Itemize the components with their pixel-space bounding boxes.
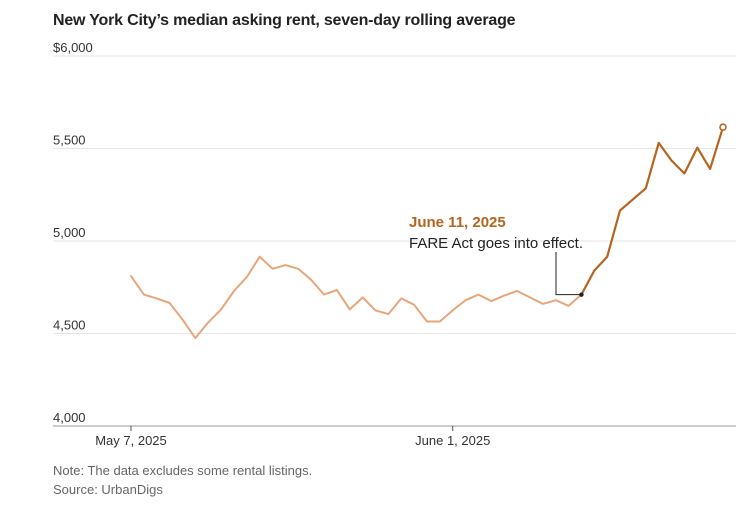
gridlines bbox=[53, 55, 736, 427]
series-lines bbox=[130, 123, 727, 340]
annotation-text: FARE Act goes into effect. bbox=[409, 235, 583, 252]
chart-title: New York City’s median asking rent, seve… bbox=[53, 12, 516, 29]
source-line: Source: UrbanDigs bbox=[53, 482, 163, 497]
y-tick-label: 4,000 bbox=[53, 410, 86, 425]
x-tick-label: June 1, 2025 bbox=[415, 433, 490, 448]
latest-point-marker bbox=[719, 123, 727, 132]
annotation-point bbox=[579, 292, 584, 297]
annotation-leader-line bbox=[555, 252, 582, 296]
y-tick-label: 5,000 bbox=[53, 225, 86, 240]
y-tick-label: 4,500 bbox=[53, 318, 86, 333]
y-axis-tick-labels: $6,000 5,500 5,000 4,500 4,000 bbox=[53, 40, 93, 425]
series-line-after bbox=[580, 126, 725, 296]
y-tick-label: 5,500 bbox=[53, 133, 86, 148]
annotation: June 11, 2025 FARE Act goes into effect. bbox=[409, 214, 584, 297]
footnote: Note: The data excludes some rental list… bbox=[53, 463, 313, 478]
series-line-before bbox=[130, 255, 583, 340]
y-tick-label: $6,000 bbox=[53, 40, 93, 55]
x-axis-ticks: May 7, 2025 June 1, 2025 bbox=[95, 426, 490, 448]
x-tick-label: May 7, 2025 bbox=[95, 433, 167, 448]
annotation-heading: June 11, 2025 bbox=[409, 214, 506, 231]
